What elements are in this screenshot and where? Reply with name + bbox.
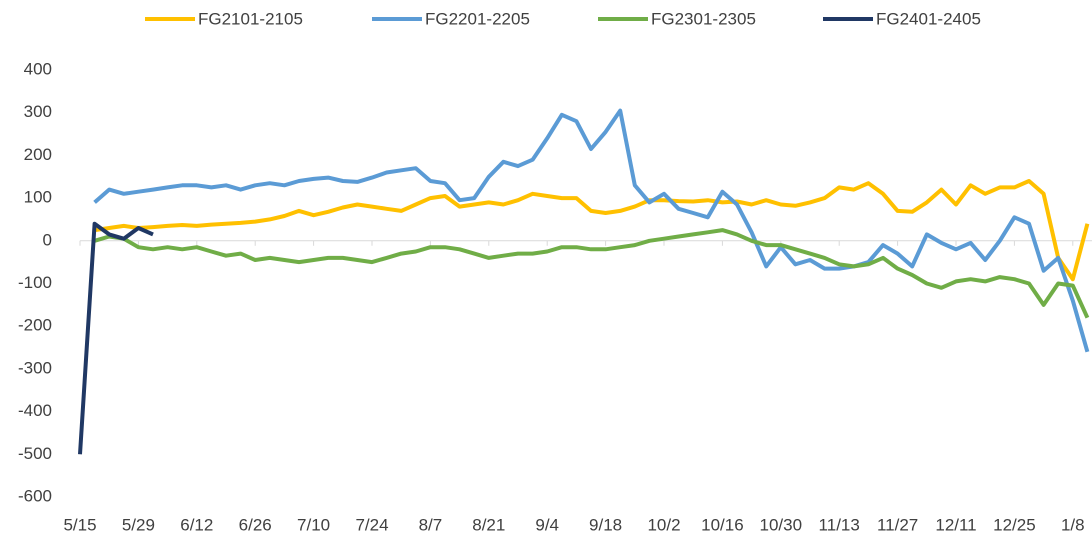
x-tick-label: 10/30 — [760, 515, 803, 534]
legend: FG2101-2105 FG2201-2205 FG2301-2305 FG2401-… — [145, 9, 981, 28]
series-line — [78, 221, 154, 455]
legend-label: FG2201-2205 — [425, 9, 530, 28]
x-tick-label: 7/24 — [355, 515, 388, 534]
x-tick-label: 9/4 — [535, 515, 559, 534]
x-tick-label: 11/27 — [877, 515, 918, 534]
y-tick-label: 400 — [24, 59, 52, 78]
x-tick-label: 10/2 — [647, 515, 680, 534]
y-tick-label: 0 — [43, 230, 52, 249]
x-tick-label: 8/21 — [472, 515, 505, 534]
x-tick-label: 10/16 — [701, 515, 744, 534]
y-tick-label: -600 — [18, 486, 52, 505]
y-tick-label: 300 — [24, 102, 52, 121]
y-tick-label: 200 — [24, 145, 52, 164]
x-tick-label: 12/25 — [993, 515, 1036, 534]
x-tick-label: 5/29 — [122, 515, 155, 534]
x-tick-label: 5/15 — [63, 515, 96, 534]
x-tick-label: 8/7 — [419, 515, 443, 534]
y-tick-label: -300 — [18, 358, 52, 377]
y-tick-label: -100 — [18, 273, 52, 292]
legend-label: FG2101-2105 — [198, 9, 303, 28]
y-tick-label: -500 — [18, 444, 52, 463]
y-tick-label: -400 — [18, 401, 52, 420]
x-tick-label: 1/8 — [1061, 515, 1085, 534]
x-tick-label: 6/12 — [180, 515, 213, 534]
legend-label: FG2401-2405 — [876, 9, 981, 28]
y-tick-label: 100 — [24, 188, 52, 207]
series-line — [94, 179, 1090, 282]
x-tick-label: 11/13 — [819, 515, 860, 534]
x-tick-label: 7/10 — [297, 515, 330, 534]
series-line — [93, 108, 1090, 353]
x-tick-label: 6/26 — [239, 515, 272, 534]
series-line — [94, 228, 1090, 319]
y-tick-label: -200 — [18, 316, 52, 335]
x-tick-label: 9/18 — [589, 515, 622, 534]
x-tick-label: 12/11 — [935, 515, 976, 534]
legend-label: FG2301-2305 — [651, 9, 756, 28]
